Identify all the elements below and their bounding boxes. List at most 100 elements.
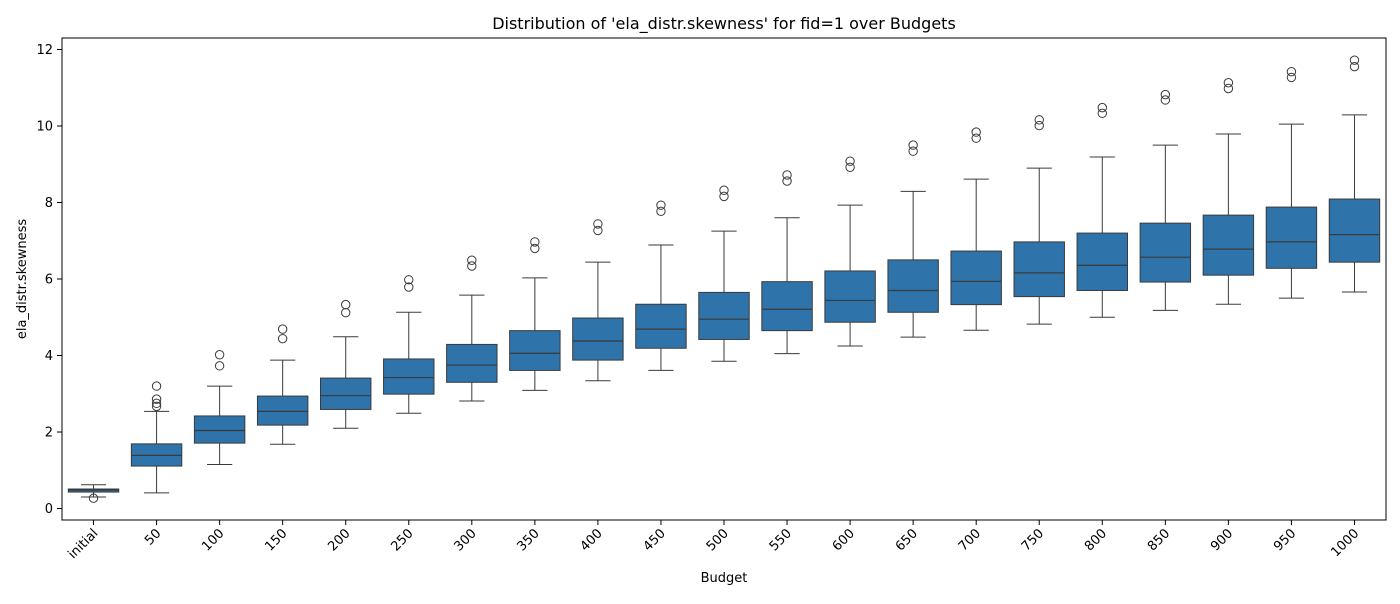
- y-tick-label: 2: [45, 426, 53, 441]
- x-tick-label: 200: [325, 526, 353, 554]
- x-tick-label: 650: [893, 526, 921, 554]
- outlier-point: [593, 225, 603, 236]
- x-tick-label: 100: [199, 526, 227, 554]
- outlier-point: [845, 162, 855, 172]
- box-iqr: [1076, 232, 1129, 291]
- x-tick-label: 50: [142, 526, 164, 548]
- y-tick-label: 6: [45, 273, 53, 288]
- outlier-point: [1034, 120, 1044, 131]
- box-iqr: [887, 259, 939, 313]
- outlier-point: [1286, 72, 1297, 83]
- outlier-point: [1349, 55, 1360, 65]
- x-tick-label: 250: [388, 526, 416, 554]
- box-group-350: [509, 237, 561, 391]
- outlier-point: [530, 237, 540, 247]
- outlier-point: [467, 255, 477, 265]
- box-iqr: [509, 330, 561, 371]
- outlier-point: [151, 394, 162, 404]
- box-group-850: [1139, 89, 1192, 311]
- x-tick-label: 900: [1208, 526, 1236, 554]
- box-group-400: [572, 219, 624, 382]
- outlier-point: [404, 275, 414, 285]
- y-tick-label: 12: [36, 43, 53, 58]
- box-group-800: [1076, 102, 1129, 318]
- y-tick-label: 10: [36, 119, 53, 134]
- outlier-point: [277, 324, 288, 334]
- x-tick-label: 1000: [1328, 526, 1362, 560]
- outlier-point: [1160, 89, 1171, 100]
- box-group-1000: [1328, 55, 1381, 293]
- box-iqr: [446, 343, 498, 383]
- outlier-point: [530, 243, 540, 254]
- outlier-point: [593, 219, 603, 229]
- x-tick-label: 550: [767, 526, 795, 554]
- x-tick-label: 700: [956, 526, 984, 554]
- outlier-point: [151, 381, 162, 391]
- box-iqr: [572, 317, 624, 361]
- outlier-point: [908, 140, 918, 150]
- box-iqr: [1328, 198, 1381, 263]
- y-axis: 0 2 4 6 8 10 12: [36, 43, 62, 517]
- box-group-300: [446, 255, 498, 402]
- box-iqr: [950, 250, 1002, 306]
- outlier-point: [1097, 102, 1107, 113]
- outlier-point: [88, 493, 99, 503]
- outlier-point: [719, 185, 729, 195]
- outlier-point: [151, 398, 162, 409]
- x-tick-label: 950: [1271, 526, 1299, 554]
- outlier-point: [1223, 78, 1234, 88]
- box-iqr: [824, 270, 876, 323]
- y-tick-label: 8: [45, 196, 53, 211]
- outlier-point: [1349, 61, 1360, 72]
- box-group-600: [824, 156, 876, 347]
- outlier-point: [341, 307, 351, 318]
- box-iqr: [1139, 222, 1192, 283]
- outlier-point: [1097, 108, 1107, 119]
- box-group-500: [698, 185, 750, 362]
- outlier-point: [971, 127, 981, 137]
- box-group-550: [761, 170, 813, 355]
- x-tick-label: 450: [641, 526, 669, 554]
- box-group-initial: [67, 484, 120, 503]
- x-tick-label: 600: [830, 526, 858, 554]
- x-tick-label: 850: [1145, 526, 1173, 554]
- x-axis: initial 50 100 150 200 250 300 350 400 450 500 550 6…: [65, 520, 1362, 562]
- outlier-point: [656, 206, 666, 216]
- box-group-700: [950, 127, 1002, 331]
- outlier-point: [782, 170, 792, 180]
- box-group-100: [193, 350, 246, 466]
- plot-area: [67, 55, 1381, 503]
- chart-title: Distribution of 'ela_distr.skewness' for…: [492, 14, 956, 34]
- x-tick-label: 750: [1019, 526, 1047, 554]
- box-group-200: [319, 299, 372, 429]
- outlier-point: [151, 401, 162, 412]
- outlier-point: [656, 200, 666, 210]
- x-tick-label: 350: [515, 526, 543, 554]
- outlier-point: [1223, 83, 1234, 94]
- box-iqr: [698, 291, 750, 340]
- outlier-point: [971, 133, 981, 143]
- outlier-point: [404, 282, 414, 292]
- outlier-point: [908, 146, 918, 156]
- box-iqr: [193, 415, 246, 444]
- y-tick-label: 0: [45, 502, 53, 517]
- x-tick-label: 150: [262, 526, 290, 554]
- box-group-950: [1265, 66, 1318, 299]
- box-iqr: [319, 377, 372, 410]
- outlier-point: [1160, 95, 1171, 105]
- box-group-900: [1202, 78, 1255, 305]
- box-group-450: [635, 200, 687, 371]
- x-tick-label: 500: [704, 526, 732, 554]
- x-axis-label: Budget: [701, 571, 748, 586]
- box-iqr: [383, 358, 435, 395]
- box-iqr: [1013, 241, 1065, 298]
- outlier-point: [845, 156, 855, 166]
- box-group-750: [1013, 115, 1065, 325]
- outlier-point: [341, 299, 351, 310]
- outlier-point: [277, 333, 288, 344]
- x-tick-label: 400: [578, 526, 606, 554]
- box-group-650: [887, 140, 939, 338]
- box-iqr: [635, 303, 687, 349]
